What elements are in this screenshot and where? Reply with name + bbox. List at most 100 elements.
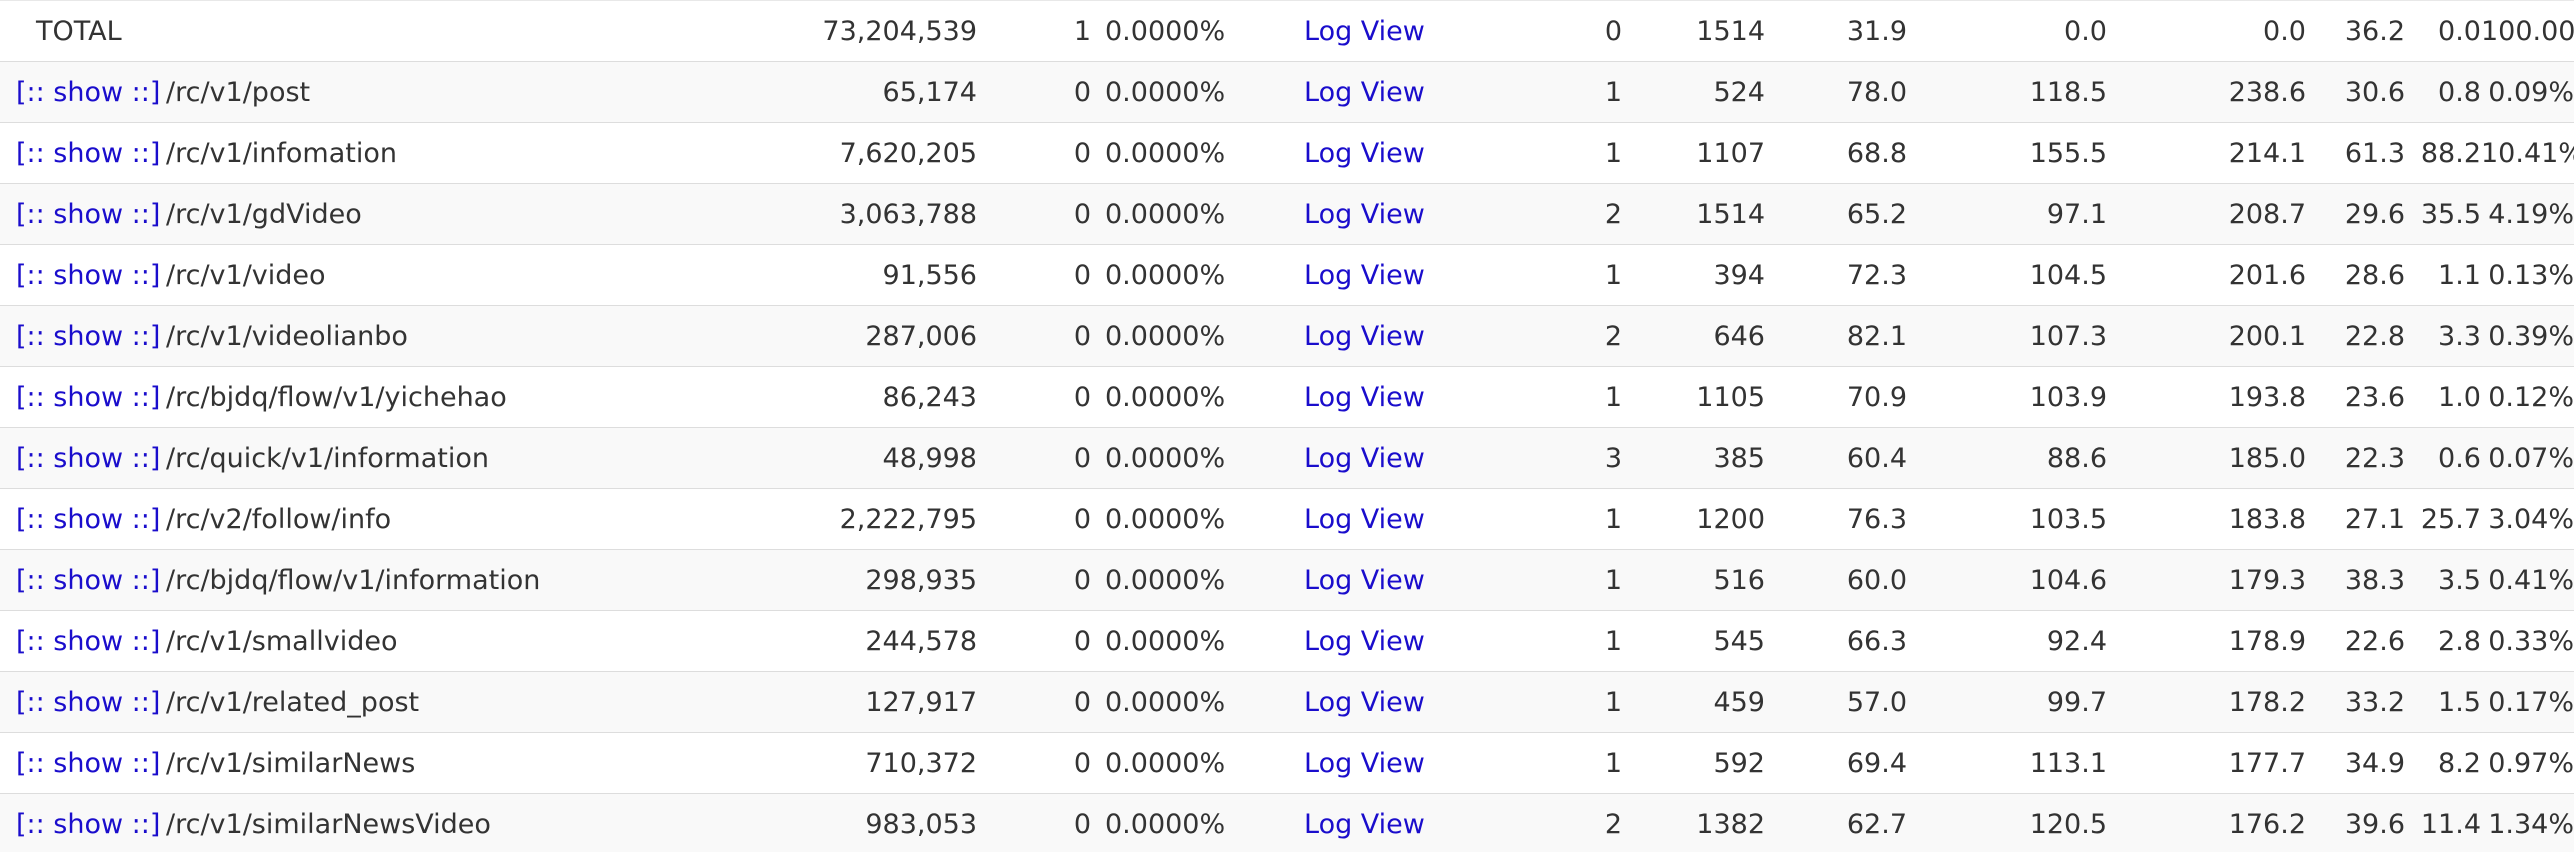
- row-avg: 82.1: [1765, 305, 1907, 367]
- row-log-view-cell: Log View: [1304, 244, 1472, 306]
- log-view-link[interactable]: Log View: [1304, 442, 1425, 474]
- log-view-link[interactable]: Log View: [1304, 76, 1425, 108]
- show-link[interactable]: [:: show ::]: [16, 381, 160, 413]
- row-col12: 25.7: [2405, 488, 2481, 550]
- row-log-view-cell: Log View: [1304, 488, 1472, 550]
- log-view-link[interactable]: Log View: [1304, 198, 1425, 230]
- show-link[interactable]: [:: show ::]: [16, 442, 160, 474]
- row-max: 459: [1622, 671, 1765, 733]
- row-avg: 69.4: [1765, 732, 1907, 794]
- table-row: [:: show ::]/rc/v2/follow/info 2,222,795 0…: [0, 488, 2574, 550]
- row-percent: 0.33%: [2481, 610, 2574, 672]
- row-max: 1107: [1622, 122, 1765, 184]
- total-col12: 0.0: [2405, 0, 2481, 62]
- row-col9: 120.5: [1907, 793, 2107, 852]
- row-show-cell: [:: show ::]: [0, 671, 160, 733]
- show-link[interactable]: [:: show ::]: [16, 320, 160, 352]
- row-max: 516: [1622, 549, 1765, 611]
- show-link[interactable]: [:: show ::]: [16, 259, 160, 291]
- row-percent: 1.34%: [2481, 793, 2574, 852]
- row-max: 1105: [1622, 366, 1765, 428]
- log-view-link[interactable]: Log View: [1304, 320, 1425, 352]
- row-count: 48,998: [572, 427, 977, 489]
- log-view-link[interactable]: Log View: [1304, 686, 1425, 718]
- total-log-view-cell: Log View: [1304, 0, 1472, 62]
- row-col9: 88.6: [1907, 427, 2107, 489]
- row-col12: 8.2: [2405, 732, 2481, 794]
- show-link[interactable]: [:: show ::]: [16, 747, 160, 779]
- row-col12: 0.8: [2405, 61, 2481, 123]
- row-col9: 103.9: [1907, 366, 2107, 428]
- table-row: [:: show ::]/rc/quick/v1/information 48,9…: [0, 427, 2574, 489]
- row-max: 545: [1622, 610, 1765, 672]
- log-view-link[interactable]: Log View: [1304, 503, 1425, 535]
- row-show-cell: [:: show ::]: [0, 366, 160, 428]
- row-log-view-cell: Log View: [1304, 305, 1472, 367]
- row-percent: 0.97%: [2481, 732, 2574, 794]
- log-view-link[interactable]: Log View: [1304, 564, 1425, 596]
- row-col10: 176.2: [2107, 793, 2306, 852]
- row-col11: 30.6: [2306, 61, 2405, 123]
- row-avg: 76.3: [1765, 488, 1907, 550]
- row-log-view-cell: Log View: [1304, 122, 1472, 184]
- row-col9: 97.1: [1907, 183, 2107, 245]
- show-link[interactable]: [:: show ::]: [16, 198, 160, 230]
- log-view-link[interactable]: Log View: [1304, 381, 1425, 413]
- row-show-cell: [:: show ::]: [0, 183, 160, 245]
- row-sample: 1: [1472, 488, 1622, 550]
- row-percent: 0.13%: [2481, 244, 2574, 306]
- row-avg: 66.3: [1765, 610, 1907, 672]
- row-failures: 0: [977, 549, 1091, 611]
- row-col11: 39.6: [2306, 793, 2405, 852]
- row-show-cell: [:: show ::]: [0, 488, 160, 550]
- row-col10: 201.6: [2107, 244, 2306, 306]
- row-col9: 104.6: [1907, 549, 2107, 611]
- row-col9: 155.5: [1907, 122, 2107, 184]
- table-row: [:: show ::]/rc/bjdq/flow/v1/information…: [0, 549, 2574, 611]
- row-failures: 0: [977, 671, 1091, 733]
- row-max: 385: [1622, 427, 1765, 489]
- row-sample: 1: [1472, 549, 1622, 611]
- row-fail-percent: 0.0000%: [1091, 732, 1304, 794]
- row-col12: 11.4: [2405, 793, 2481, 852]
- row-col12: 3.5: [2405, 549, 2481, 611]
- row-sample: 1: [1472, 61, 1622, 123]
- show-link[interactable]: [:: show ::]: [16, 564, 160, 596]
- row-count: 2,222,795: [572, 488, 977, 550]
- show-link[interactable]: [:: show ::]: [16, 503, 160, 535]
- show-link[interactable]: [:: show ::]: [16, 76, 160, 108]
- table-row: [:: show ::]/rc/v1/post 65,174 0 0.0000% Log…: [0, 61, 2574, 123]
- row-fail-percent: 0.0000%: [1091, 366, 1304, 428]
- log-view-link[interactable]: Log View: [1304, 747, 1425, 779]
- row-count: 91,556: [572, 244, 977, 306]
- row-col11: 34.9: [2306, 732, 2405, 794]
- log-view-link[interactable]: Log View: [1304, 625, 1425, 657]
- row-sample: 2: [1472, 183, 1622, 245]
- row-col10: 214.1: [2107, 122, 2306, 184]
- row-failures: 0: [977, 183, 1091, 245]
- row-col9: 99.7: [1907, 671, 2107, 733]
- row-col11: 28.6: [2306, 244, 2405, 306]
- show-link[interactable]: [:: show ::]: [16, 686, 160, 718]
- row-avg: 57.0: [1765, 671, 1907, 733]
- table-row: [:: show ::]/rc/bjdq/flow/v1/yichehao 86,…: [0, 366, 2574, 428]
- log-view-link[interactable]: Log View: [1304, 137, 1425, 169]
- row-avg: 78.0: [1765, 61, 1907, 123]
- row-avg: 68.8: [1765, 122, 1907, 184]
- row-count: 298,935: [572, 549, 977, 611]
- log-view-link[interactable]: Log View: [1304, 808, 1425, 840]
- show-link[interactable]: [:: show ::]: [16, 137, 160, 169]
- row-percent: 0.17%: [2481, 671, 2574, 733]
- row-col10: 178.9: [2107, 610, 2306, 672]
- total-percent: 100.00%: [2481, 0, 2574, 62]
- show-link[interactable]: [:: show ::]: [16, 625, 160, 657]
- row-col11: 22.6: [2306, 610, 2405, 672]
- row-show-cell: [:: show ::]: [0, 793, 160, 852]
- show-link[interactable]: [:: show ::]: [16, 808, 160, 840]
- total-log-view-link[interactable]: Log View: [1304, 15, 1425, 47]
- log-view-link[interactable]: Log View: [1304, 259, 1425, 291]
- row-col12: 35.5: [2405, 183, 2481, 245]
- row-log-view-cell: Log View: [1304, 61, 1472, 123]
- row-sample: 1: [1472, 732, 1622, 794]
- total-col10: 0.0: [2107, 0, 2306, 62]
